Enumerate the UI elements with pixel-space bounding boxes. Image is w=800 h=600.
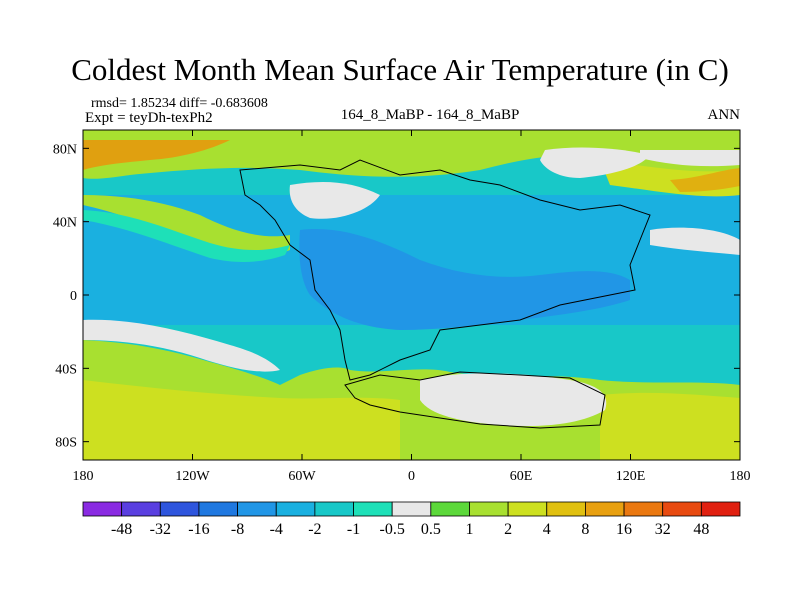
colorbar-label: 1: [465, 521, 473, 538]
colorbar-label: 0.5: [421, 521, 441, 538]
comparison-text: 164_8_MaBP - 164_8_MaBP: [340, 107, 520, 123]
field-grey-na: [289, 182, 380, 219]
colorbar-label: -32: [150, 521, 171, 538]
season-text: ANN: [707, 107, 741, 123]
lat-tick-label: 80S: [55, 436, 77, 451]
field-north-orange: [83, 140, 230, 170]
colorbar-swatch: [430, 501, 470, 517]
field-npac-green: [83, 195, 290, 256]
colorbar-swatch: [391, 501, 432, 517]
lon-tick-label: 60W: [288, 469, 316, 484]
field-blue-pangea: [299, 229, 630, 330]
colorbar-swatch: [198, 501, 238, 517]
colorbar-label: 8: [581, 521, 589, 538]
colorbar-label: 16: [616, 521, 632, 538]
field-grey-arctic: [640, 150, 740, 167]
field-grey-antarctic: [420, 373, 607, 427]
lat-tick-label: 0: [70, 289, 77, 304]
colorbar-swatch: [353, 501, 393, 517]
field-grey-spac: [83, 319, 280, 372]
antarctic-outline: [344, 371, 606, 429]
field-ne-orange: [670, 168, 740, 192]
temperature-field: [83, 130, 740, 460]
colorbar-label: 48: [693, 521, 709, 538]
lon-tick-label: 180: [73, 469, 94, 484]
colorbar: -48 -32 -16 -8 -4 -2 -1 -0.5 0.5 1 2 4 8 16 32 48: [82, 501, 741, 538]
colorbar-swatch: [314, 501, 354, 517]
colorbar-label: -4: [270, 521, 283, 538]
stats-text: rmsd= 1.85234 diff= -0.683608: [91, 96, 268, 111]
colorbar-label: 4: [543, 521, 551, 538]
colorbar-swatch: [507, 501, 548, 517]
colorbar-label: -0.5: [380, 521, 405, 538]
experiment-text: Expt = teyDh-texPh2: [85, 110, 213, 126]
colorbar-swatch: [82, 501, 123, 517]
continent-outline: [239, 159, 651, 381]
field-grey-pacific: [650, 227, 740, 255]
colorbar-swatch: [546, 501, 586, 517]
colorbar-swatch: [237, 501, 277, 517]
colorbar-swatch: [159, 501, 200, 517]
colorbar-swatch: [121, 501, 161, 517]
field-south-yellow-east: [600, 392, 740, 460]
field-north-green: [83, 130, 740, 179]
colorbar-swatch: [623, 501, 664, 517]
colorbar-swatch: [585, 501, 625, 517]
colorbar-label: -2: [308, 521, 321, 538]
lon-tick-label: 60E: [510, 469, 533, 484]
colorbar-label: -1: [347, 521, 360, 538]
lon-tick-label: 120E: [616, 469, 646, 484]
lon-tick-label: 0: [408, 469, 415, 484]
lat-tick-label: 80N: [53, 142, 77, 157]
lon-tick-label: 180: [730, 469, 751, 484]
colorbar-swatch: [662, 501, 702, 517]
colorbar-swatch: [275, 501, 316, 517]
colorbar-label: -16: [188, 521, 209, 538]
field-grey-siberia: [540, 147, 650, 178]
colorbar-swatch: [469, 501, 509, 517]
lon-tick-label: 120W: [175, 469, 210, 484]
field-south-yellow: [83, 380, 400, 460]
colorbar-label: -48: [111, 521, 132, 538]
lat-tick-label: 40S: [55, 362, 77, 377]
colorbar-swatch: [700, 501, 741, 517]
colorbar-label: 2: [504, 521, 512, 538]
colorbar-label: -8: [231, 521, 244, 538]
lat-tick-label: 40N: [53, 216, 77, 231]
chart-title: Coldest Month Mean Surface Air Temperatu…: [71, 52, 729, 87]
field-npac-mint: [83, 210, 290, 262]
axis-ticks: 180 120W 60W 0 60E 120E 180 80N 40N 0 40S 80S: [53, 130, 751, 484]
colorbar-label: 32: [655, 521, 671, 538]
